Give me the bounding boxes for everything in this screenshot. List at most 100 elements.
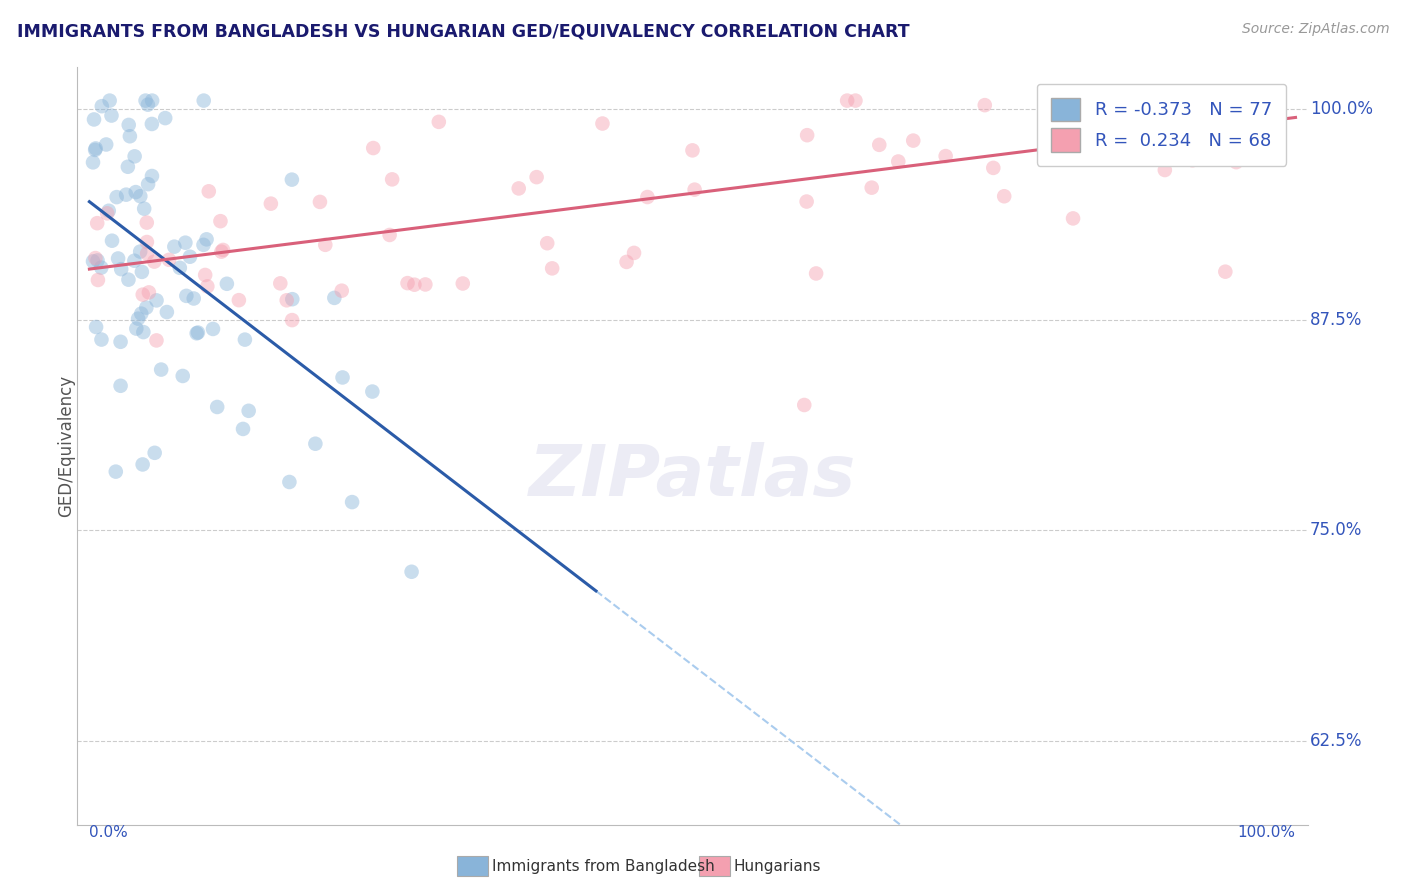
Point — [87, 273, 110, 287]
Point — [82, 155, 104, 169]
Text: Hungarians: Hungarians — [734, 859, 821, 873]
Point — [83, 112, 105, 127]
Point — [1073, 114, 1095, 128]
Point — [903, 134, 925, 148]
Point — [97, 203, 120, 218]
Point — [868, 137, 890, 152]
Point — [973, 98, 995, 112]
Point — [304, 436, 326, 450]
Point — [138, 285, 160, 300]
Point — [141, 169, 163, 183]
Point — [796, 194, 818, 209]
Point — [195, 279, 218, 293]
Point — [793, 398, 815, 412]
Point — [415, 277, 437, 292]
Point — [132, 287, 155, 301]
Point — [1181, 153, 1204, 168]
Point — [84, 143, 107, 157]
Point — [1215, 265, 1237, 279]
Point — [1225, 155, 1247, 169]
Point — [228, 293, 250, 308]
Point — [117, 273, 139, 287]
Point — [96, 206, 118, 220]
Text: 100.0%: 100.0% — [1310, 100, 1374, 118]
Point — [1060, 147, 1083, 161]
Point — [623, 246, 645, 260]
Point — [150, 362, 173, 376]
Point — [107, 252, 129, 266]
Point — [135, 301, 157, 315]
Point — [1153, 163, 1175, 178]
Point — [174, 235, 197, 250]
Text: Immigrants from Bangladesh: Immigrants from Bangladesh — [492, 859, 714, 873]
Point — [361, 141, 384, 155]
Point — [135, 235, 157, 249]
Point — [340, 495, 363, 509]
Point — [110, 262, 132, 277]
Point — [381, 172, 404, 186]
Point — [110, 378, 132, 392]
Point — [129, 307, 152, 321]
Point — [309, 194, 332, 209]
Point — [124, 253, 146, 268]
Point — [82, 254, 104, 268]
Point — [804, 267, 827, 281]
Point — [169, 260, 191, 275]
Text: 62.5%: 62.5% — [1310, 731, 1362, 750]
Point — [323, 291, 346, 305]
Point — [90, 260, 112, 275]
Text: ZIPatlas: ZIPatlas — [529, 442, 856, 511]
Point — [127, 311, 149, 326]
Point — [183, 292, 205, 306]
Text: 75.0%: 75.0% — [1310, 521, 1362, 540]
Point — [209, 244, 232, 259]
Point — [145, 334, 167, 348]
Point — [427, 115, 450, 129]
Point — [141, 94, 163, 108]
Point — [98, 94, 121, 108]
Point — [125, 185, 148, 199]
Point — [683, 183, 706, 197]
Point — [90, 333, 112, 347]
Point — [205, 400, 228, 414]
Point — [276, 293, 298, 308]
Point — [86, 253, 108, 268]
Point — [156, 305, 179, 319]
Point — [143, 446, 166, 460]
Point — [636, 190, 658, 204]
Point — [330, 284, 353, 298]
Point — [129, 189, 152, 203]
Point — [269, 277, 291, 291]
Point — [935, 149, 957, 163]
Point — [194, 268, 217, 282]
Point — [260, 196, 283, 211]
Point — [153, 111, 176, 125]
Point — [1247, 134, 1270, 148]
Point — [281, 292, 304, 306]
Point — [361, 384, 384, 399]
Point — [451, 277, 474, 291]
Point — [176, 289, 198, 303]
Point — [404, 277, 426, 292]
Point — [131, 265, 153, 279]
Text: Source: ZipAtlas.com: Source: ZipAtlas.com — [1241, 22, 1389, 37]
Y-axis label: GED/Equivalency: GED/Equivalency — [58, 375, 75, 517]
Point — [844, 94, 866, 108]
Point — [981, 161, 1004, 175]
Text: IMMIGRANTS FROM BANGLADESH VS HUNGARIAN GED/EQUIVALENCY CORRELATION CHART: IMMIGRANTS FROM BANGLADESH VS HUNGARIAN … — [17, 22, 910, 40]
Point — [117, 160, 139, 174]
Point — [536, 236, 558, 251]
Point — [1062, 211, 1084, 226]
Point — [100, 109, 122, 123]
Point — [163, 240, 186, 254]
Point — [314, 237, 336, 252]
Legend: R = -0.373   N = 77, R =  0.234   N = 68: R = -0.373 N = 77, R = 0.234 N = 68 — [1036, 84, 1286, 166]
Point — [186, 326, 208, 341]
Point — [526, 170, 548, 185]
Point — [281, 172, 304, 186]
Point — [508, 181, 530, 195]
Point — [84, 141, 107, 155]
Point — [396, 276, 419, 290]
Point — [278, 475, 301, 489]
Point — [201, 322, 224, 336]
